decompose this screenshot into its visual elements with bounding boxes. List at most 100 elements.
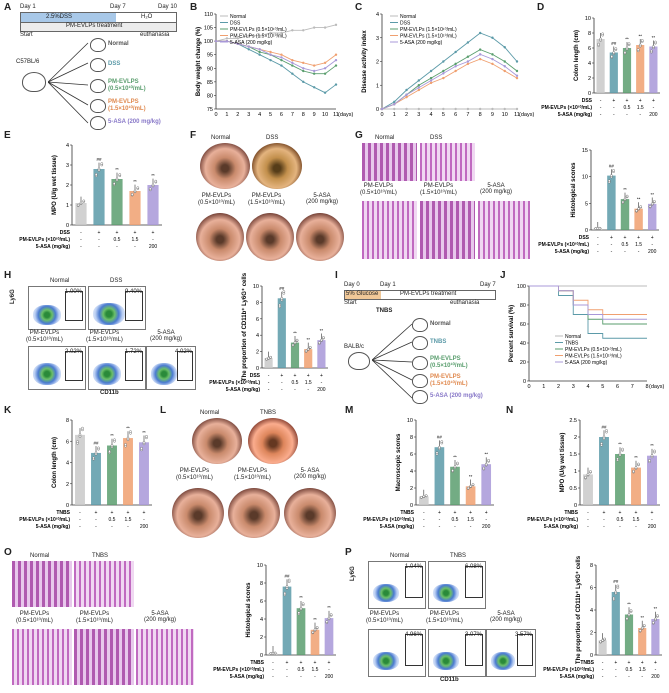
- data-point: [650, 202, 654, 206]
- series-point: [417, 88, 421, 92]
- condition-row-label: 5-ASA (mg/kg): [544, 524, 579, 530]
- y-tick-label: 10: [582, 175, 588, 181]
- significance-mark: **: [637, 197, 641, 202]
- y-tick-label: 6: [256, 317, 259, 323]
- condition-cell: 1.5: [305, 380, 312, 386]
- series-point: [291, 61, 294, 65]
- data-point: [648, 459, 651, 462]
- significance-mark: ##: [93, 440, 99, 445]
- legend-label: Normal: [400, 14, 416, 20]
- series-point: [323, 26, 327, 29]
- condition-cell: 1.5: [635, 242, 642, 248]
- data-point: [295, 338, 299, 342]
- condition-row-label: 5-ASA (mg/kg): [36, 244, 71, 250]
- condition-cell: 1.5: [633, 517, 640, 523]
- panel-label-l: L: [160, 405, 167, 416]
- x-tick-label: 5: [269, 112, 272, 118]
- i-glucose-segment: [345, 291, 381, 299]
- bar: [622, 48, 632, 93]
- y-axis-label: Percent survival (%): [509, 305, 515, 362]
- y-tick-label: 90: [207, 66, 213, 72]
- series-point: [503, 46, 506, 49]
- series-point: [214, 39, 218, 43]
- y-tick-label: 80: [520, 303, 526, 309]
- series-line: [381, 53, 518, 110]
- series-point: [302, 67, 305, 70]
- x-tick-label: 8: [645, 384, 648, 390]
- significance-mark: **: [320, 328, 324, 333]
- p-flow-high: 3.07%: [428, 629, 486, 677]
- data-point: [612, 596, 616, 600]
- condition-cell: +: [320, 373, 323, 379]
- series-point: [417, 86, 421, 89]
- series-point: [323, 61, 327, 65]
- condition-row-label: PM-EVLPs (×10¹⁰/mL): [538, 242, 589, 248]
- condition-cell: +: [651, 235, 654, 241]
- condition-cell: -: [597, 235, 599, 241]
- condition-row-label: 5-ASA (mg/kg): [560, 674, 595, 680]
- condition-cell: -: [79, 524, 81, 530]
- p-flow-asa: 3.57%: [486, 629, 536, 677]
- significance-mark: **: [638, 34, 642, 39]
- condition-cell: 1.5: [467, 517, 474, 523]
- condition-row-label: PM-EVLPs (×10¹⁰/mL): [19, 517, 70, 523]
- x-tick-label: 8: [302, 112, 305, 118]
- condition-cell: 0.5: [292, 380, 299, 386]
- condition-cell: 200: [317, 387, 326, 393]
- x-axis-label: (days): [338, 112, 353, 118]
- o-image-asa: [136, 629, 194, 685]
- condition-cell: -: [98, 244, 100, 250]
- bar: [583, 474, 593, 505]
- a-mouse-asa: [90, 116, 106, 130]
- series-point: [291, 72, 294, 75]
- data-point: [113, 438, 116, 442]
- condition-cell: +: [626, 98, 629, 104]
- condition-row-label: 5-ASA (mg/kg): [36, 524, 71, 530]
- condition-cell: -: [600, 105, 602, 111]
- condition-row-label: 5-ASA (mg/kg): [380, 524, 415, 530]
- series-point: [236, 42, 240, 46]
- condition-cell: 0.5: [452, 517, 459, 523]
- y-tick-label: 2.5: [569, 418, 577, 424]
- y-tick-label: 6: [588, 46, 591, 52]
- data-point: [656, 614, 659, 617]
- data-point: [629, 609, 633, 612]
- data-point: [635, 209, 638, 213]
- y-tick-label: 1: [574, 469, 577, 475]
- data-point: [584, 476, 587, 479]
- significance-mark: **: [313, 617, 317, 622]
- condition-cell: +: [641, 660, 644, 666]
- panel-label-e: E: [4, 130, 11, 141]
- condition-cell: +: [307, 373, 310, 379]
- condition-cell: -: [602, 667, 604, 673]
- g-label-dss: DSS: [430, 135, 443, 141]
- x-axis-label: (days): [519, 112, 534, 118]
- condition-cell: 200: [648, 249, 657, 255]
- o-label-high: PM-EVLPs (1.5×10¹⁰/mL): [76, 611, 113, 624]
- data-point: [100, 162, 104, 165]
- condition-row-label: 5-ASA (mg/kg): [555, 249, 590, 255]
- y-axis-label: Histological scores: [571, 162, 577, 218]
- h-pct-dss: 9.40%: [124, 289, 142, 295]
- y-tick-label: 0: [260, 653, 263, 659]
- data-point: [297, 611, 301, 614]
- y-tick-label: 8: [256, 300, 259, 306]
- condition-cell: -: [600, 112, 602, 118]
- condition-cell: -: [613, 105, 615, 111]
- legend-label: PM-EVLPs (1.5×10¹⁰/mL): [400, 34, 457, 40]
- x-tick-label: 0: [380, 112, 383, 118]
- y-tick-label: 10: [585, 16, 591, 22]
- y-tick-label: 2: [260, 635, 263, 641]
- condition-cell: -: [328, 667, 330, 673]
- y-axis-label: Colon length (cm): [574, 30, 580, 81]
- bar: [107, 445, 117, 505]
- y-tick-label: 2: [66, 183, 69, 189]
- condition-cell: -: [281, 387, 283, 393]
- condition-row-label: PM-EVLPs (×10¹⁰/mL): [543, 667, 594, 673]
- data-point: [271, 651, 275, 655]
- x-tick-label: 4: [258, 112, 261, 118]
- legend-label: 5-ASA (200 mg/kg): [230, 40, 273, 46]
- condition-cell: +: [654, 660, 657, 666]
- p-flow-low: 4.96%: [368, 629, 426, 677]
